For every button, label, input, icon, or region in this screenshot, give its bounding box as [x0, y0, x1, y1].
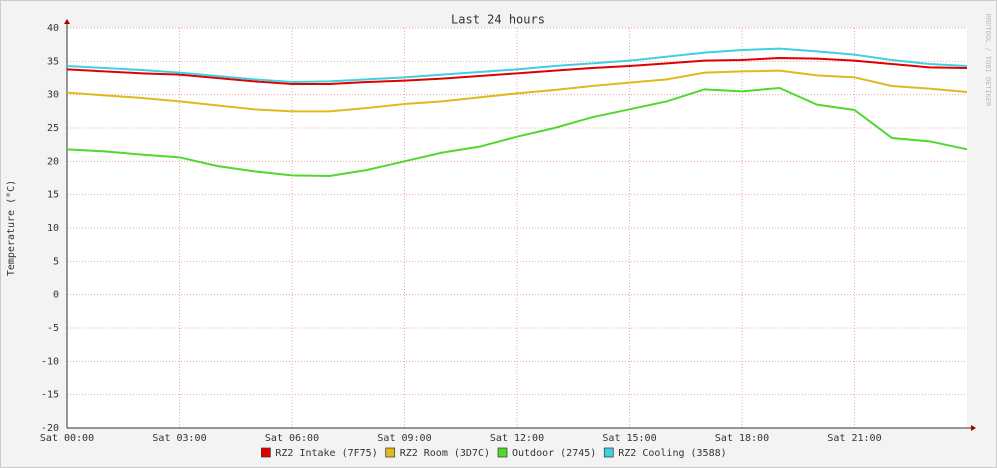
y-tick-label: 40: [47, 23, 59, 34]
y-tick-label: 35: [47, 56, 59, 67]
y-tick-label: 25: [47, 123, 59, 134]
y-tick-label: 5: [53, 256, 59, 267]
y-tick-label: -15: [41, 390, 59, 401]
series-line: [66, 69, 968, 113]
y-tick-label: 20: [47, 156, 59, 167]
x-tick-label: Sat 09:00: [377, 433, 431, 444]
legend-swatch: [261, 447, 271, 458]
legend-label: Outdoor (2745): [512, 448, 596, 459]
legend-swatch: [385, 447, 396, 458]
series-line: [66, 47, 968, 84]
legend-label: RZ2 Intake (7F75): [275, 448, 377, 459]
axis-arrow: [971, 425, 976, 431]
y-tick-label: -20: [41, 423, 59, 434]
series-line: [66, 86, 968, 178]
axis-arrow: [64, 19, 70, 24]
y-tick-label: -10: [41, 356, 59, 367]
y-tick-label: 30: [47, 90, 59, 101]
y-tick-label: 10: [47, 223, 59, 234]
legend-label: RZ2 Room (3D7C): [400, 448, 490, 459]
x-tick-label: Sat 03:00: [152, 433, 206, 444]
y-axis-label: Temperature (°C): [6, 180, 17, 276]
x-tick-label: Sat 06:00: [265, 433, 319, 444]
y-tick-label: 15: [47, 190, 59, 201]
chart-title: Last 24 hours: [451, 13, 545, 27]
legend-swatch: [603, 447, 614, 458]
series-line: [66, 56, 968, 85]
x-tick-label: Sat 15:00: [602, 433, 656, 444]
y-tick-label: -5: [47, 323, 59, 334]
x-tick-label: Sat 18:00: [715, 433, 769, 444]
watermark: RRDTOOL / TOBI OETIKER: [984, 14, 992, 108]
y-tick-label: 0: [53, 290, 59, 301]
x-tick-label: Sat 21:00: [827, 433, 881, 444]
x-tick-label: Sat 12:00: [490, 433, 544, 444]
legend-swatch: [497, 447, 508, 458]
x-tick-label: Sat 00:00: [40, 433, 94, 444]
legend-label: RZ2 Cooling (3588): [618, 448, 726, 459]
